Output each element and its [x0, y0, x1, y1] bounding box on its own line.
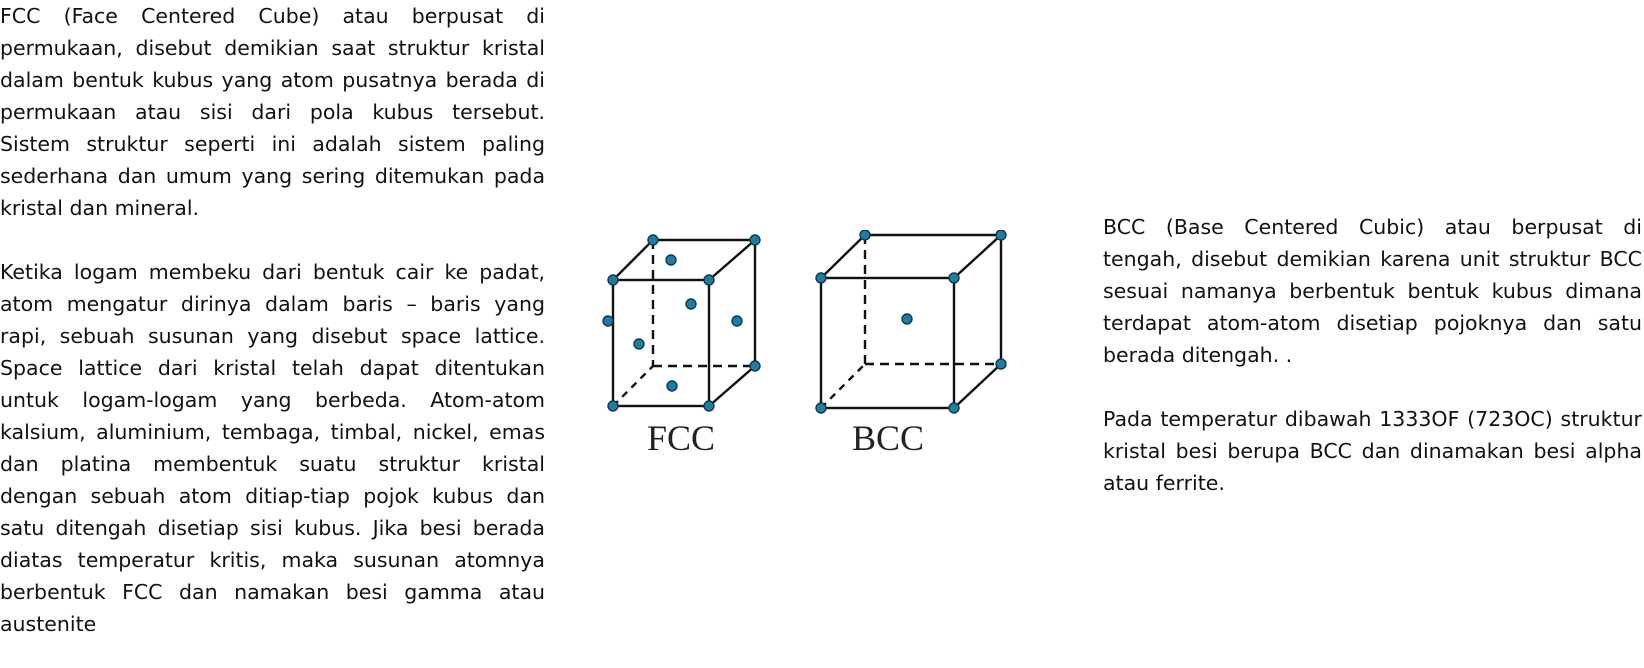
fcc-corner-atom	[647, 234, 659, 246]
fcc-cube-diagram	[611, 238, 757, 408]
fcc-corner-atom	[607, 400, 619, 412]
fcc-corner-atom	[749, 234, 761, 246]
bcc-corner-atom	[995, 358, 1007, 370]
bcc-corner-atom	[995, 230, 1007, 241]
fcc-face-atom	[731, 315, 743, 327]
bcc-label: BCC	[852, 418, 924, 458]
bcc-description-paragraph: BCC (Base Centered Cubic) atau berpusat …	[1103, 215, 1642, 367]
fcc-description-paragraph: FCC (Face Centered Cube) atau berpusat d…	[0, 4, 545, 220]
fcc-atoms	[602, 234, 761, 412]
fcc-face-atom	[666, 380, 678, 392]
bcc-corner-atom	[948, 402, 960, 414]
fcc-face-atom	[685, 298, 697, 310]
right-text-column: BCC (Base Centered Cubic) atau berpusat …	[1103, 211, 1642, 499]
ferrite-paragraph: Pada temperatur dibawah 1333OF (723OC) s…	[1103, 407, 1642, 495]
bcc-cube-diagram	[819, 233, 1003, 410]
fcc-face-atom	[665, 254, 677, 266]
fcc-face-atom	[633, 338, 645, 350]
bcc-corner-atom	[815, 402, 827, 414]
bcc-atoms	[815, 230, 1007, 414]
fcc-face-atom	[602, 315, 614, 327]
space-lattice-paragraph: Ketika logam membeku dari bentuk cair ke…	[0, 260, 545, 636]
fcc-corner-atom	[749, 360, 761, 372]
bcc-corner-atom	[859, 230, 871, 241]
fcc-label: FCC	[647, 418, 715, 458]
crystal-structure-figure: FCC BCC	[602, 230, 1007, 458]
fcc-corner-atom	[607, 274, 619, 286]
bcc-center-atom	[901, 313, 913, 325]
fcc-corner-atom	[703, 274, 715, 286]
fcc-corner-atom	[703, 400, 715, 412]
left-text-column: FCC (Face Centered Cube) atau berpusat d…	[0, 0, 545, 640]
bcc-corner-atom	[815, 272, 827, 284]
bcc-corner-atom	[948, 272, 960, 284]
